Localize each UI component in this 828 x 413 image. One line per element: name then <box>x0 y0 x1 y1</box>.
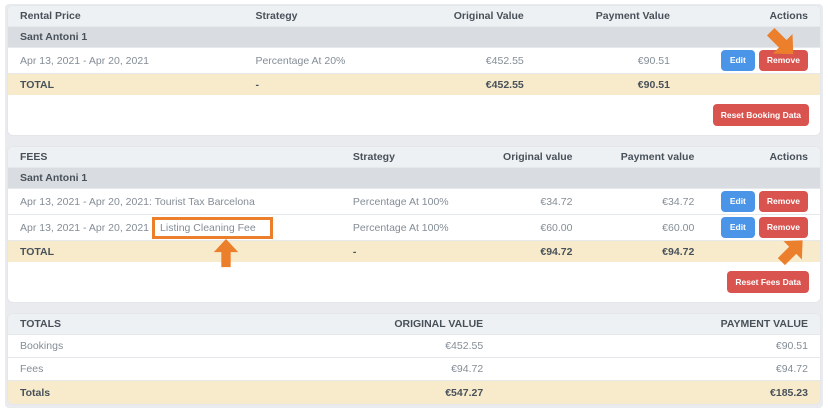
totals-row-payment: €90.51 <box>775 340 808 352</box>
totals-row-original: €94.72 <box>451 363 484 375</box>
booking-row-label: Apr 13, 2021 - Apr 20, 2021 <box>20 54 150 67</box>
fee-row-label: Apr 13, 2021 - Apr 20, 2021: Tourist Tax… <box>20 195 255 208</box>
fee-row-actions: Edit Remove <box>706 217 820 238</box>
fees-card: FEES Strategy Original value Payment val… <box>8 147 820 302</box>
fee-edit-button[interactable]: Edit <box>720 191 755 212</box>
bookings-header-row: Rental Price Strategy Original Value Pay… <box>8 6 820 27</box>
booking-edit-button[interactable]: Edit <box>720 50 755 71</box>
table-row: Apr 13, 2021 - Apr 20, 2021 Listing Clean… <box>8 215 820 241</box>
bookings-total-strategy: - <box>255 78 259 91</box>
fees-header-payment-value: Payment value <box>620 151 695 163</box>
fees-group-label: Sant Antoni 1 <box>20 172 88 184</box>
bookings-total-row: TOTAL - €452.55 €90.51 <box>8 74 820 95</box>
fee-remove-button[interactable]: Remove <box>758 191 808 212</box>
bookings-total-payment: €90.51 <box>637 78 670 91</box>
fees-total-original: €94.72 <box>540 245 573 258</box>
fee-row-label: Apr 13, 2021 - Apr 20, 2021 Listing Clean… <box>8 216 341 239</box>
totals-header-row: TOTALS ORIGINAL VALUE PAYMENT VALUE <box>8 314 820 335</box>
totals-row-original: €452.55 <box>445 340 484 352</box>
bookings-header-payment-value: Payment Value <box>595 10 670 22</box>
fees-group-row: Sant Antoni 1 <box>8 168 820 189</box>
bookings-header-actions: Actions <box>769 10 808 22</box>
totals-total-row: Totals €547.27 €185.23 <box>8 381 820 404</box>
totals-row-label: Fees <box>20 363 44 375</box>
bookings-header-rental-price: Rental Price <box>20 10 81 22</box>
bookings-group-row: Sant Antoni 1 <box>8 27 820 48</box>
bookings-total-original: €452.55 <box>485 78 524 91</box>
totals-card: TOTALS ORIGINAL VALUE PAYMENT VALUE Book… <box>8 314 820 404</box>
fee-row-strategy: Percentage At 100% <box>352 195 449 208</box>
booking-remove-button[interactable]: Remove <box>758 50 808 71</box>
fee-row-original: €60.00 <box>540 221 573 234</box>
booking-row-payment: €90.51 <box>637 54 670 67</box>
booking-row-actions: Edit Remove <box>682 50 820 71</box>
fee-edit-button[interactable]: Edit <box>720 217 755 238</box>
fees-header-actions: Actions <box>769 151 808 163</box>
fees-header-row: FEES Strategy Original value Payment val… <box>8 147 820 168</box>
totals-total-label: Totals <box>20 386 51 399</box>
page-background: Rental Price Strategy Original Value Pay… <box>5 4 823 408</box>
fees-header-strategy: Strategy <box>352 151 395 163</box>
booking-row-original: €452.55 <box>485 54 524 67</box>
totals-header-payment-value: PAYMENT VALUE <box>720 318 808 330</box>
bookings-header-strategy: Strategy <box>255 10 298 22</box>
fee-row-payment: €34.72 <box>662 195 695 208</box>
fees-total-label: TOTAL <box>20 245 55 258</box>
table-row: Apr 13, 2021 - Apr 20, 2021: Tourist Tax… <box>8 189 820 215</box>
reset-booking-data-button[interactable]: Reset Booking Data <box>712 103 809 127</box>
fees-total-strategy: - <box>352 245 357 258</box>
fee-row-payment: €60.00 <box>662 221 695 234</box>
fee-row-label-prefix: Apr 13, 2021 - Apr 20, 2021 <box>20 221 150 234</box>
fees-total-payment: €94.72 <box>662 245 695 258</box>
fee-row-actions: Edit Remove <box>706 191 820 212</box>
totals-total-original: €547.27 <box>445 386 484 399</box>
annotation-highlight-box: Listing Cleaning Fee <box>152 216 273 239</box>
bookings-group-label: Sant Antoni 1 <box>20 31 88 43</box>
bookings-card: Rental Price Strategy Original Value Pay… <box>8 6 820 135</box>
fees-card-footer: Reset Fees Data <box>8 262 820 302</box>
table-row: Fees €94.72 €94.72 <box>8 358 820 381</box>
table-row: Bookings €452.55 €90.51 <box>8 335 820 358</box>
bookings-card-footer: Reset Booking Data <box>8 95 820 135</box>
fees-header-original-value: Original value <box>503 151 573 163</box>
fees-header-title: FEES <box>20 151 48 163</box>
booking-row-strategy: Percentage At 20% <box>255 54 346 67</box>
fee-row-strategy: Percentage At 100% <box>352 221 449 234</box>
table-row: Apr 13, 2021 - Apr 20, 2021 Percentage A… <box>8 48 820 74</box>
fees-total-row: TOTAL - €94.72 €94.72 <box>8 241 820 262</box>
fee-row-original: €34.72 <box>540 195 573 208</box>
totals-header-original-value: ORIGINAL VALUE <box>394 318 484 330</box>
fee-remove-button[interactable]: Remove <box>758 217 808 238</box>
bookings-header-original-value: Original Value <box>453 10 524 22</box>
bookings-total-label: TOTAL <box>20 78 55 91</box>
totals-total-payment: €185.23 <box>770 386 808 399</box>
totals-row-label: Bookings <box>20 340 64 352</box>
totals-header-title: TOTALS <box>20 318 62 330</box>
reset-fees-data-button[interactable]: Reset Fees Data <box>727 270 809 294</box>
totals-row-payment: €94.72 <box>775 363 808 375</box>
